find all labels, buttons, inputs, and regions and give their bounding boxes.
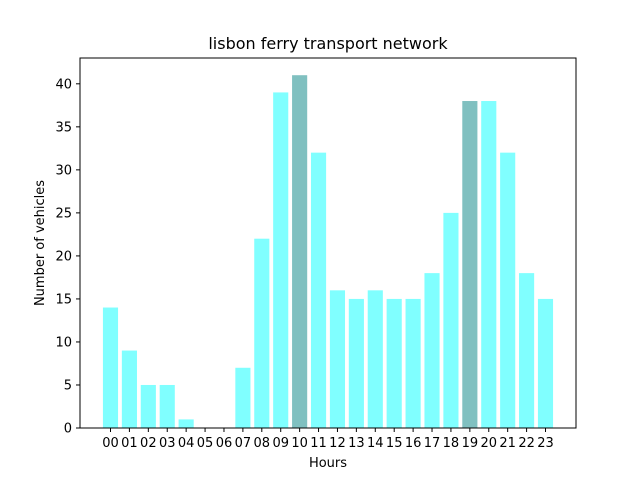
x-tick-label-17: 17 (424, 436, 441, 451)
bar-12 (329, 290, 346, 428)
x-tick-label-23: 23 (537, 436, 554, 451)
x-axis-label: Hours (309, 456, 347, 471)
x-tick-label-09: 09 (272, 436, 289, 451)
x-tick-label-14: 14 (367, 436, 384, 451)
bar-21 (500, 152, 516, 428)
y-axis-label: Number of vehicles (33, 180, 48, 306)
x-axis: 00 01 02 03 04 05 06 07 08 09 10 11 12 13 14 15 16 17 18 19… (102, 428, 554, 451)
y-tick-label-35: 35 (55, 120, 72, 135)
y-tick-label-15: 15 (55, 292, 72, 307)
x-tick-label-00: 00 (102, 436, 119, 451)
x-tick-label-19: 19 (462, 436, 479, 451)
bar-03 (159, 384, 175, 428)
x-tick-label-04: 04 (178, 436, 195, 451)
bar-20 (481, 101, 497, 429)
bar-18 (443, 212, 459, 428)
x-tick-label-03: 03 (159, 436, 176, 451)
bar-09 (273, 92, 289, 429)
x-tick-label-02: 02 (140, 436, 157, 451)
x-tick-label-12: 12 (329, 436, 346, 451)
bar-14 (367, 290, 383, 428)
x-tick-label-01: 01 (121, 436, 138, 451)
x-tick-label-11: 11 (310, 436, 327, 451)
y-tick-label-10: 10 (55, 335, 72, 350)
bars-group (102, 75, 554, 429)
bar-08 (254, 238, 270, 428)
bar-22 (519, 273, 535, 428)
x-tick-label-10: 10 (291, 436, 308, 451)
x-tick-label-22: 22 (518, 436, 535, 451)
x-tick-label-15: 15 (386, 436, 403, 451)
y-tick-label-5: 5 (64, 378, 72, 393)
bar-04 (178, 419, 194, 428)
x-tick-label-20: 20 (480, 436, 497, 451)
y-tick-label-30: 30 (55, 163, 72, 178)
y-axis: 0 5 10 15 20 25 30 35 40 (55, 77, 80, 437)
x-tick-label-21: 21 (499, 436, 516, 451)
bar-16 (405, 298, 421, 428)
x-tick-label-05: 05 (197, 436, 214, 451)
bar-00 (102, 307, 119, 428)
bar-23 (537, 298, 554, 428)
x-tick-label-07: 07 (235, 436, 252, 451)
bar-07 (235, 367, 251, 428)
x-tick-label-13: 13 (348, 436, 365, 451)
y-tick-label-20: 20 (55, 249, 72, 264)
bar-17 (424, 273, 440, 428)
bar-02 (140, 384, 156, 428)
bar-15 (386, 298, 402, 428)
bar-10 (292, 75, 308, 429)
x-tick-label-08: 08 (254, 436, 271, 451)
y-tick-label-25: 25 (55, 206, 72, 221)
x-tick-label-16: 16 (405, 436, 422, 451)
x-tick-label-18: 18 (443, 436, 460, 451)
plot-frame (79, 57, 577, 429)
bar-19 (462, 101, 478, 429)
x-tick-label-06: 06 (216, 436, 233, 451)
y-tick-label-0: 0 (64, 422, 72, 437)
bar-13 (348, 298, 364, 428)
bar-11 (310, 152, 327, 428)
y-tick-label-40: 40 (55, 77, 72, 92)
chart-title: lisbon ferry transport network (208, 34, 448, 53)
bar-01 (121, 350, 137, 428)
